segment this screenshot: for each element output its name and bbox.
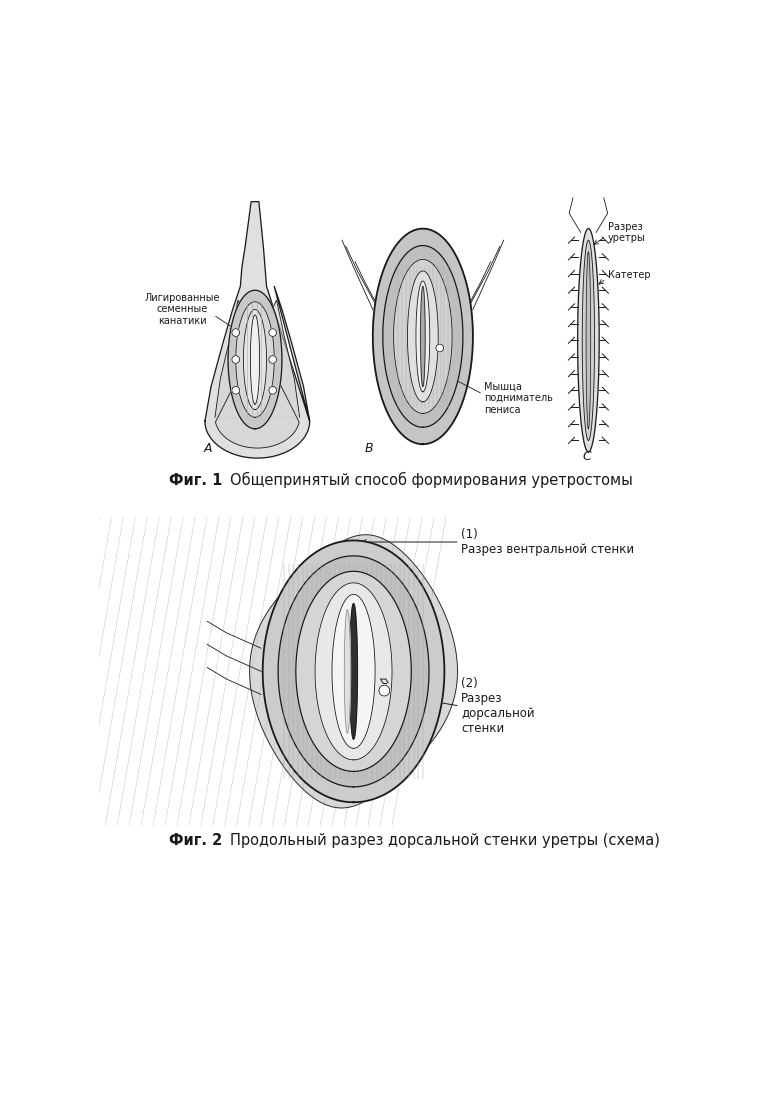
Polygon shape <box>578 228 599 452</box>
Polygon shape <box>344 610 350 733</box>
Text: Мышца
подниматель
пениса: Мышца подниматель пениса <box>484 382 553 415</box>
Polygon shape <box>582 240 594 440</box>
Text: Фиг. 1: Фиг. 1 <box>168 473 222 488</box>
Text: B: B <box>365 442 374 454</box>
Polygon shape <box>205 202 310 458</box>
Polygon shape <box>215 300 300 448</box>
Polygon shape <box>394 259 452 414</box>
Text: (2)
Разрез
дорсальной
стенки: (2) Разрез дорсальной стенки <box>461 677 535 735</box>
Text: Лигированные
семенные
канатики: Лигированные семенные канатики <box>145 293 221 326</box>
Circle shape <box>379 685 390 696</box>
Polygon shape <box>332 595 375 748</box>
Text: Общепринятый способ формирования уретростомы: Общепринятый способ формирования уретрос… <box>230 472 633 489</box>
Polygon shape <box>383 246 463 427</box>
Polygon shape <box>373 228 473 445</box>
Polygon shape <box>420 287 425 386</box>
Polygon shape <box>243 310 267 409</box>
Circle shape <box>232 355 239 363</box>
Polygon shape <box>250 535 458 808</box>
Text: Катетер: Катетер <box>608 270 651 280</box>
Polygon shape <box>349 603 357 739</box>
Polygon shape <box>250 314 260 404</box>
Text: Фиг. 2: Фиг. 2 <box>168 833 222 848</box>
Circle shape <box>269 386 277 394</box>
Circle shape <box>269 329 277 336</box>
Circle shape <box>232 329 239 336</box>
Polygon shape <box>228 290 282 429</box>
Polygon shape <box>236 302 275 417</box>
Polygon shape <box>296 571 411 771</box>
Polygon shape <box>278 556 429 786</box>
Text: Продольный разрез дорсальной стенки уретры (схема): Продольный разрез дорсальной стенки урет… <box>230 833 660 848</box>
Polygon shape <box>586 251 590 429</box>
Polygon shape <box>315 582 392 760</box>
Circle shape <box>232 386 239 394</box>
Text: Разрез
уретры: Разрез уретры <box>608 222 645 244</box>
Text: C: C <box>582 450 591 462</box>
Polygon shape <box>407 271 438 401</box>
Polygon shape <box>416 281 430 392</box>
Text: A: A <box>204 442 212 454</box>
Circle shape <box>269 355 277 363</box>
Circle shape <box>436 344 444 352</box>
Text: (1)
Разрез вентральной стенки: (1) Разрез вентральной стенки <box>461 528 634 556</box>
Polygon shape <box>263 540 445 802</box>
